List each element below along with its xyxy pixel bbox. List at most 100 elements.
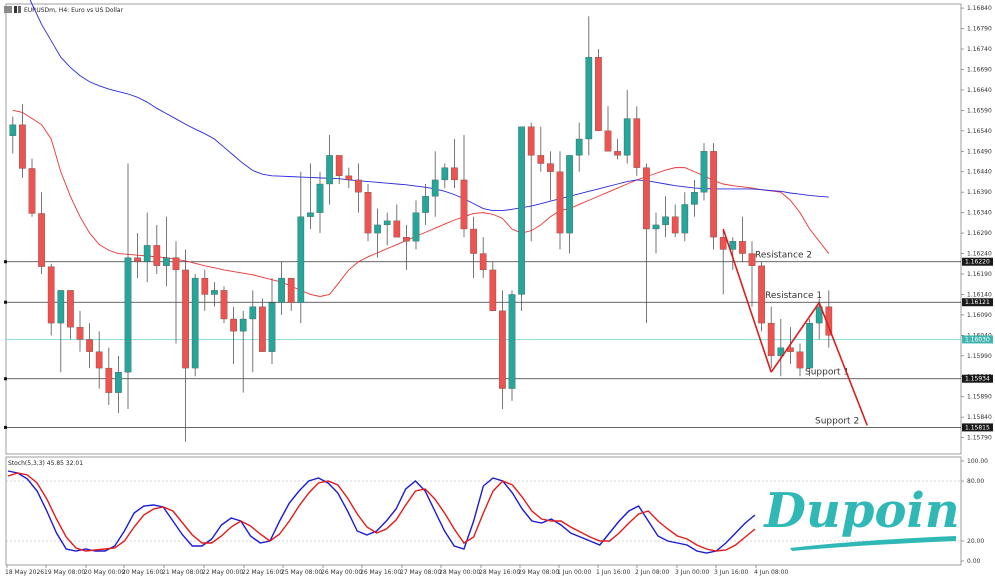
- chart-header: EURUSDm, H4: Euro vs US Dollar: [4, 6, 124, 14]
- time-tick-label: 2 Jun 08:00: [635, 569, 669, 576]
- price-tick-label: 1.15840: [967, 414, 992, 421]
- level-price-label: 1.16121: [965, 299, 990, 306]
- candle-body: [287, 277, 295, 303]
- candle-body: [643, 167, 650, 230]
- chart-toggle-icon[interactable]: [4, 6, 12, 13]
- candle: [211, 282, 218, 307]
- candle-body: [585, 57, 593, 140]
- level-price-tag: [962, 374, 993, 383]
- candle: [230, 306, 237, 364]
- trendline-segment: [722, 228, 772, 373]
- trendline-drawing: [722, 228, 868, 426]
- time-tick-label: 4 Jun 08:00: [754, 569, 788, 576]
- candle-body: [383, 220, 391, 226]
- candle-body: [403, 237, 410, 242]
- candle-body: [489, 269, 497, 311]
- logo-text: Dupoin: [762, 483, 959, 539]
- stochastic-axis: 100.00 80.00 20.00 0.00: [6, 458, 988, 565]
- candle-body: [527, 126, 535, 156]
- candle: [383, 212, 391, 246]
- candle-body: [76, 327, 84, 340]
- candle-body: [671, 216, 679, 234]
- price-tick-label: 1.16340: [967, 210, 992, 217]
- price-tick-label: 1.16190: [967, 271, 992, 278]
- candle: [643, 163, 650, 324]
- time-tick-label: 26 May 16:00: [360, 569, 401, 576]
- time-tick-label: 22 May 16:00: [242, 569, 283, 576]
- moving-average-ma_slow: [29, 0, 829, 212]
- candle-body: [422, 196, 429, 213]
- price-tick-label: 1.16540: [967, 128, 992, 135]
- candle-body: [460, 179, 468, 230]
- candle: [431, 151, 439, 217]
- time-tick-label: 3 Jun 16:00: [714, 569, 748, 576]
- candle-body: [230, 318, 237, 332]
- level-label: Resistance 2: [755, 251, 812, 261]
- stoch-tick-label: 100.00: [967, 458, 988, 465]
- candle: [95, 331, 103, 389]
- candle-body: [239, 318, 247, 332]
- candle-body: [556, 171, 564, 234]
- candle-body: [57, 290, 65, 324]
- candle: [758, 261, 765, 332]
- candle-body: [575, 138, 583, 156]
- candle: [527, 122, 535, 242]
- candle-body: [739, 241, 746, 254]
- candle: [441, 163, 449, 189]
- candle-body: [499, 310, 506, 389]
- candle-body: [316, 183, 324, 213]
- candle-body: [777, 347, 785, 356]
- candle-body: [9, 124, 17, 136]
- chart-title: EURUSDm, H4: Euro vs US Dollar: [24, 7, 124, 14]
- time-tick-label: 18 May 2026: [5, 569, 44, 576]
- candle: [364, 184, 372, 242]
- candle: [623, 89, 631, 164]
- candle-body: [95, 351, 103, 369]
- candle-body: [412, 212, 420, 242]
- stoch-tick-label: 20.00: [967, 538, 984, 545]
- price-tick-label: 1.15890: [967, 394, 992, 401]
- candle: [739, 216, 746, 262]
- price-tick-label: 1.15790: [967, 435, 992, 442]
- candle: [585, 16, 593, 156]
- candle-body: [38, 213, 45, 267]
- candle-body: [719, 237, 727, 250]
- candle: [518, 126, 525, 311]
- candle: [67, 290, 74, 340]
- candle: [316, 171, 324, 234]
- stochastic-frame: [5, 456, 962, 566]
- candle: [662, 196, 669, 238]
- main-chart-frame: [5, 3, 962, 455]
- candle-body: [623, 118, 631, 156]
- candle: [335, 155, 343, 184]
- candle-body: [796, 351, 804, 369]
- candle-body: [633, 118, 641, 168]
- candle: [806, 319, 813, 377]
- candle-body: [67, 290, 74, 328]
- price-tick-label: 1.16790: [967, 26, 992, 33]
- candle-body: [451, 167, 458, 181]
- time-tick-label: 27 May 08:00: [400, 569, 441, 576]
- level-label: Resistance 1: [765, 291, 822, 301]
- candle: [403, 224, 410, 270]
- candle: [143, 212, 151, 283]
- candle-body: [815, 306, 823, 324]
- candle-body: [547, 163, 554, 172]
- level-label: Support 1: [805, 368, 849, 378]
- level-anchor-dot: [4, 425, 7, 429]
- candle: [710, 143, 717, 250]
- logo-underline: [790, 536, 956, 551]
- candle: [691, 179, 698, 217]
- candle: [163, 216, 170, 287]
- candle: [220, 286, 228, 324]
- candle: [595, 49, 602, 131]
- candle: [652, 212, 660, 254]
- price-tick-label: 1.16390: [967, 189, 992, 196]
- candle: [671, 204, 679, 238]
- candle: [796, 343, 804, 377]
- candle-body: [182, 269, 189, 369]
- price-tick-label: 1.16140: [967, 291, 992, 298]
